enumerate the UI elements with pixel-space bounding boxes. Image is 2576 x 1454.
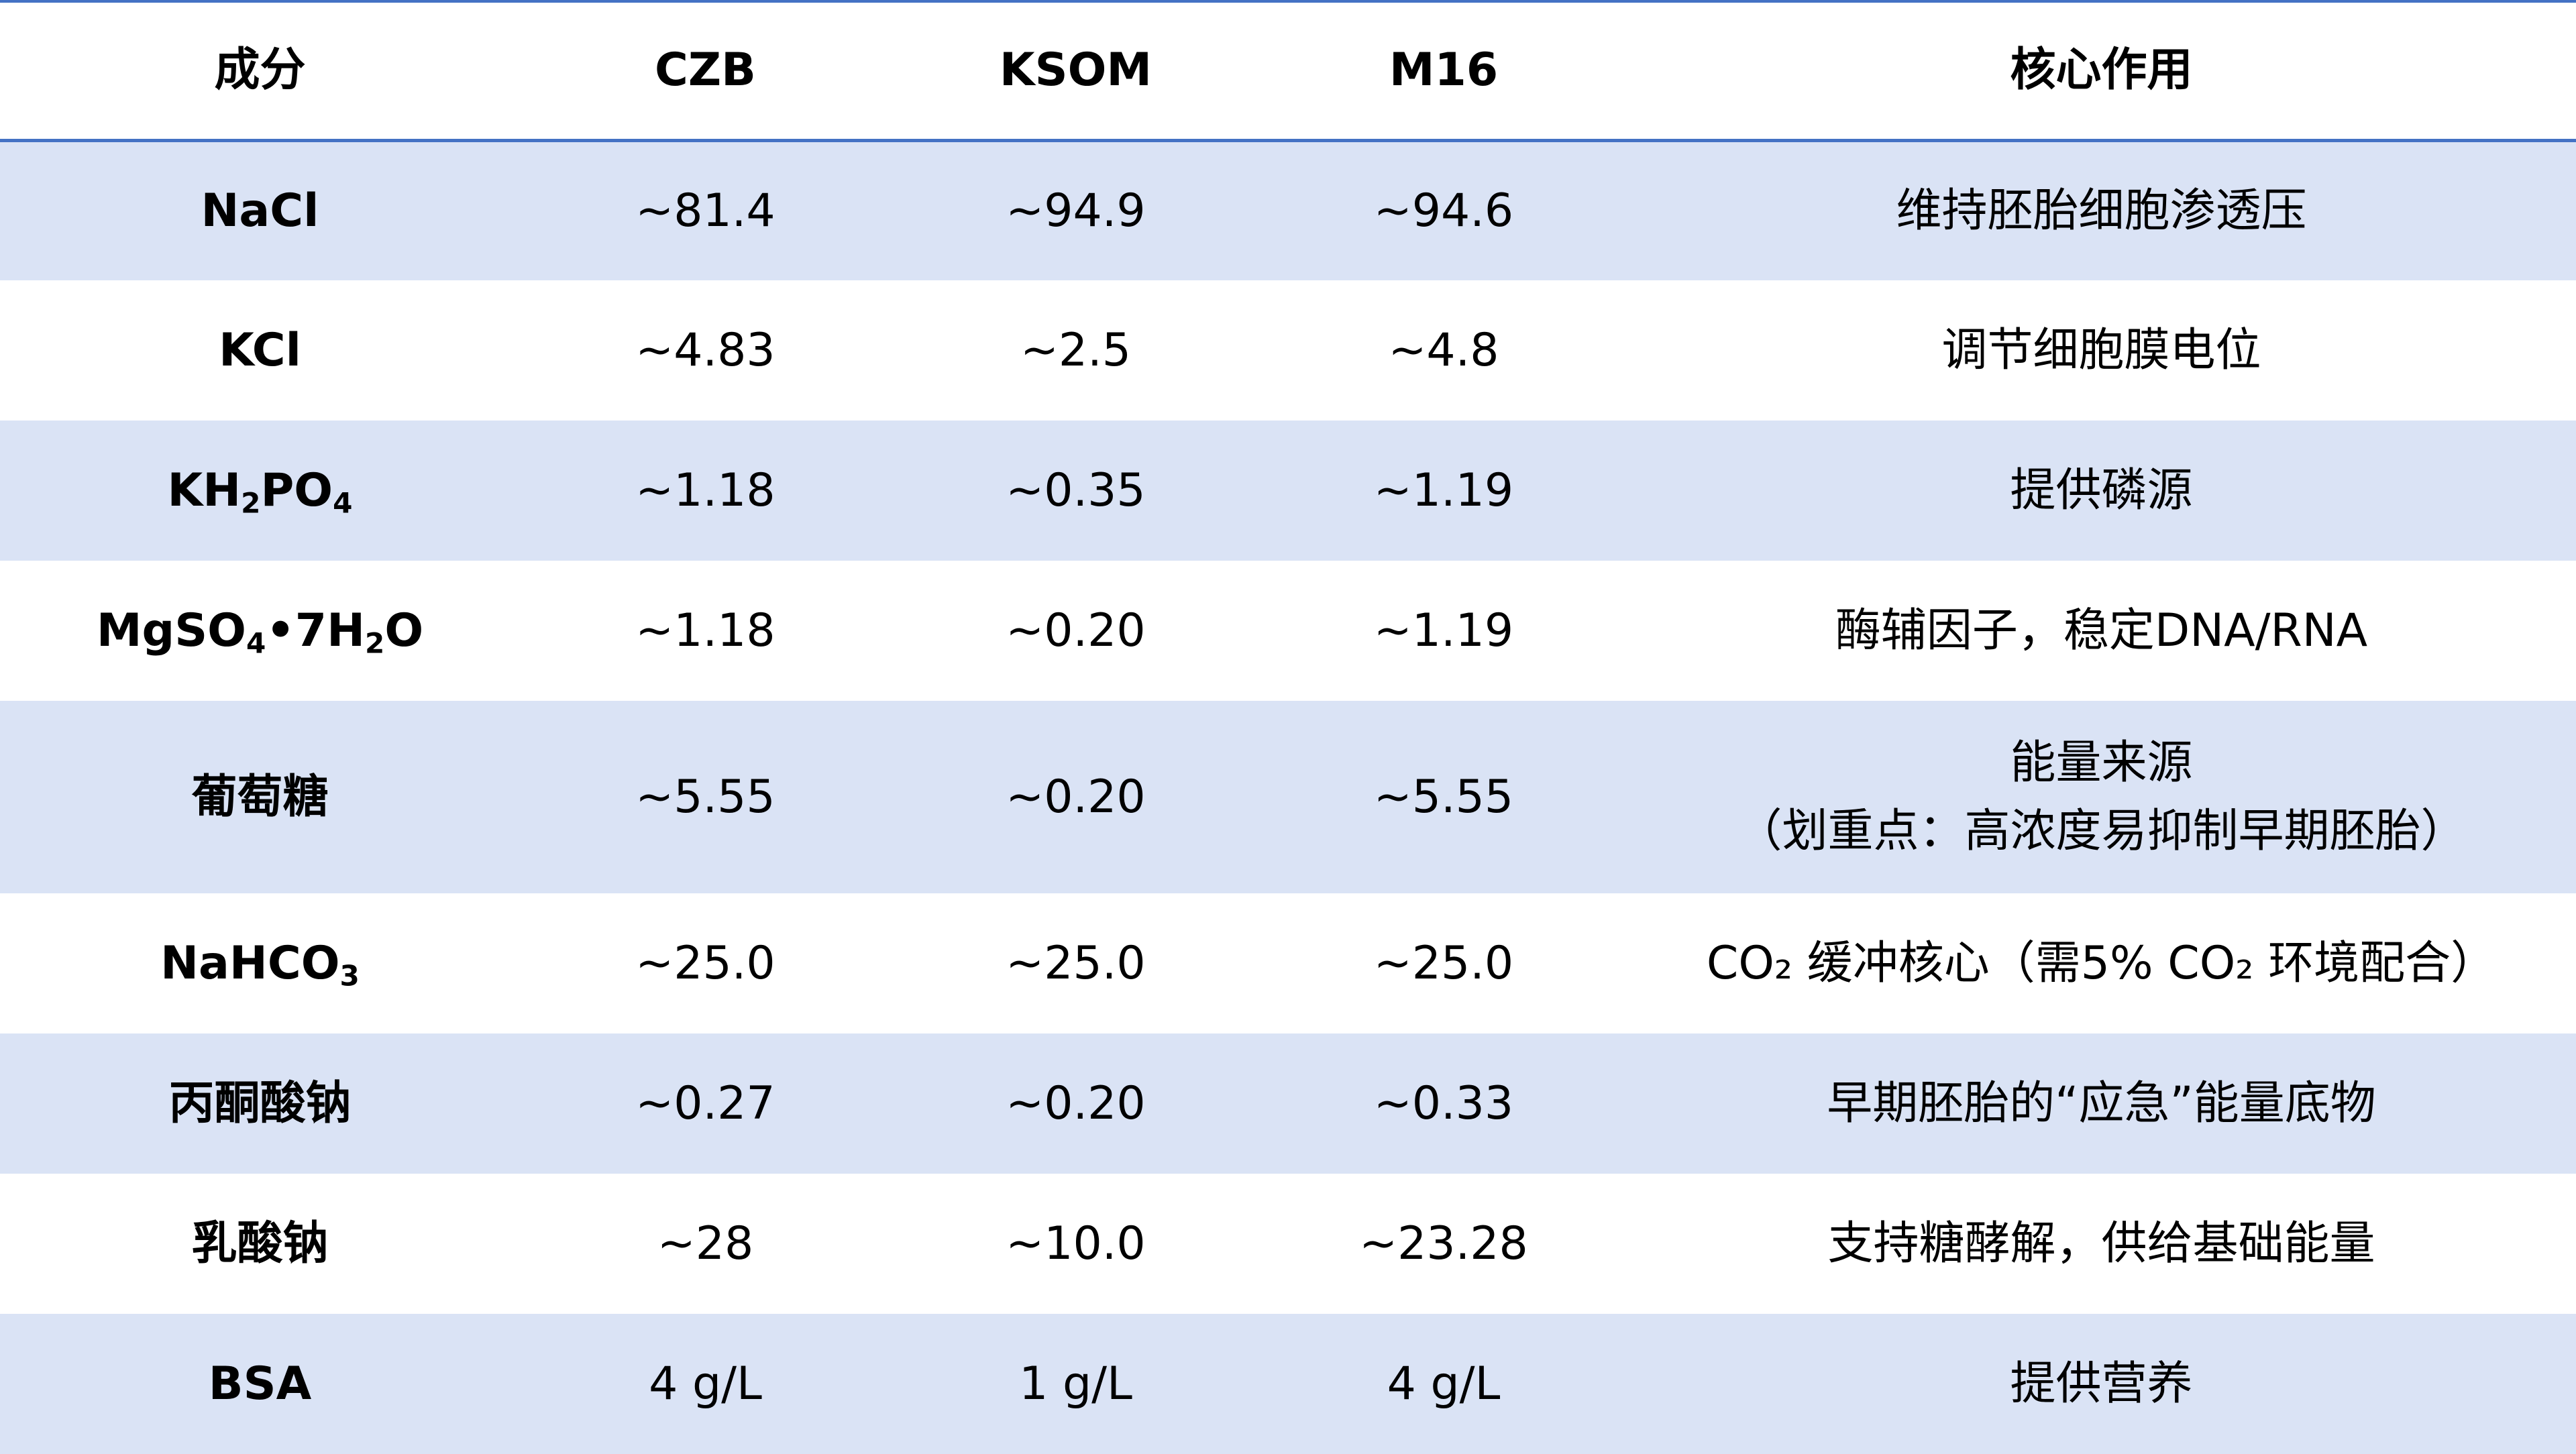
cell-czb: ~1.18 [635,463,775,517]
cell-ksom: ~25.0 [1006,936,1146,990]
cell-m16: ~5.55 [1373,770,1514,824]
cell-czb: ~81.4 [635,184,775,237]
cell-ksom: ~0.20 [1006,604,1146,657]
header-ksom: KSOM [891,1,1260,142]
cell-component: BSA [0,1314,520,1454]
cell-ksom: ~0.20 [1006,770,1146,824]
table-row: 乳酸钠 ~28 ~10.0 ~23.28 支持糖酵解，供给基础能量 [0,1174,2576,1314]
header-czb: CZB [520,1,891,142]
cell-component: 丙酮酸钠 [0,1033,520,1174]
formula-part: PO [260,463,333,517]
cell-czb: ~25.0 [635,936,775,990]
formula-part: O [384,604,424,657]
cell-ksom: 1 g/L [1019,1357,1132,1410]
cell-czb: ~0.27 [635,1076,775,1130]
formula-subscript: 4 [246,626,266,660]
function-text: 维持胚胎细胞渗透压 [1896,184,2307,237]
cell-function: 提供营养 [1627,1314,2576,1454]
table-row: 丙酮酸钠 ~0.27 ~0.20 ~0.33 早期胚胎的“应急”能量底物 [0,1033,2576,1174]
formula-part: KH [167,463,241,517]
header-m16: M16 [1260,1,1627,142]
cell-function: 提供磷源 [1627,421,2576,561]
function-text: CO₂ 缓冲核心（需5% CO₂ 环境配合） [1706,936,2497,990]
formula-subscript: 2 [241,486,261,520]
cell-function: 支持糖酵解，供给基础能量 [1627,1174,2576,1314]
cell-component: KH2PO4 [0,421,520,561]
formula-part: MgSO [96,604,246,657]
cell-m16: ~1.19 [1373,463,1514,517]
cell-function: 能量来源 （划重点：高浓度易抑制早期胚胎） [1627,701,2576,893]
function-text: 能量来源 [2010,736,2193,789]
cell-component: 葡萄糖 [0,701,520,893]
function-text: 提供营养 [2010,1357,2193,1410]
cell-m16: ~4.8 [1388,323,1499,377]
cell-component: NaHCO3 [0,893,520,1033]
table-row: BSA 4 g/L 1 g/L 4 g/L 提供营养 [0,1314,2576,1454]
cell-ksom: ~10.0 [1006,1217,1146,1270]
cell-function: 调节细胞膜电位 [1627,280,2576,421]
cell-czb: ~5.55 [635,770,775,824]
component-name: 乳酸钠 [191,1217,329,1270]
formula-part: •7H [266,604,365,657]
formula-subscript: 3 [339,959,360,993]
header-function: 核心作用 [1627,1,2576,142]
cell-ksom: ~94.9 [1006,184,1146,237]
cell-ksom: ~0.35 [1006,463,1146,517]
component-name: 葡萄糖 [191,770,329,824]
cell-component: 乳酸钠 [0,1174,520,1314]
cell-czb: ~1.18 [635,604,775,657]
header-row: 成分 CZB KSOM M16 核心作用 [0,1,2576,142]
cell-m16: ~23.28 [1359,1217,1528,1270]
formula-part: NaHCO [160,936,340,990]
cell-function: CO₂ 缓冲核心（需5% CO₂ 环境配合） [1627,893,2576,1033]
table-row: KH2PO4 ~1.18 ~0.35 ~1.19 提供磷源 [0,421,2576,561]
function-text: 支持糖酵解，供给基础能量 [1827,1217,2375,1270]
cell-function: 维持胚胎细胞渗透压 [1627,140,2576,280]
cell-m16: ~94.6 [1373,184,1514,237]
cell-component: NaCl [0,140,520,280]
cell-m16: ~1.19 [1373,604,1514,657]
cell-ksom: ~0.20 [1006,1076,1146,1130]
header-component: 成分 [0,1,520,142]
cell-czb: 4 g/L [649,1357,762,1410]
table-row: 葡萄糖 ~5.55 ~0.20 ~5.55 能量来源 （划重点：高浓度易抑制早期胚胎） [0,701,2576,893]
function-text: （划重点：高浓度易抑制早期胚胎） [1736,804,2467,858]
cell-czb: ~28 [657,1217,754,1270]
table-row: NaHCO3 ~25.0 ~25.0 ~25.0 CO₂ 缓冲核心（需5% CO₂ 环境… [0,893,2576,1033]
cell-component: KCl [0,280,520,421]
function-text: 调节细胞膜电位 [1941,323,2261,377]
function-text: 酶辅因子，稳定DNA/RNA [1835,604,2368,657]
cell-function: 酶辅因子，稳定DNA/RNA [1627,561,2576,701]
table-row: NaCl ~81.4 ~94.9 ~94.6 维持胚胎细胞渗透压 [0,140,2576,280]
function-text: 提供磷源 [2010,463,2193,517]
table-row: MgSO4•7H2O ~1.18 ~0.20 ~1.19 酶辅因子，稳定DNA/RNA [0,561,2576,701]
table-row: KCl ~4.83 ~2.5 ~4.8 调节细胞膜电位 [0,280,2576,421]
function-text: 早期胚胎的“应急”能量底物 [1827,1076,2376,1130]
cell-function: 早期胚胎的“应急”能量底物 [1627,1033,2576,1174]
cell-component: MgSO4•7H2O [0,561,520,701]
component-name: BSA [208,1357,312,1410]
component-name: 丙酮酸钠 [168,1076,352,1130]
cell-m16: ~0.33 [1373,1076,1514,1130]
cell-m16: 4 g/L [1387,1357,1501,1410]
cell-czb: ~4.83 [635,323,775,377]
formula-subscript: 4 [333,486,353,520]
cell-m16: ~25.0 [1373,936,1514,990]
formula-subscript: 2 [365,626,385,660]
cell-ksom: ~2.5 [1020,323,1132,377]
component-name: KCl [219,323,301,377]
component-name: NaCl [201,184,319,237]
